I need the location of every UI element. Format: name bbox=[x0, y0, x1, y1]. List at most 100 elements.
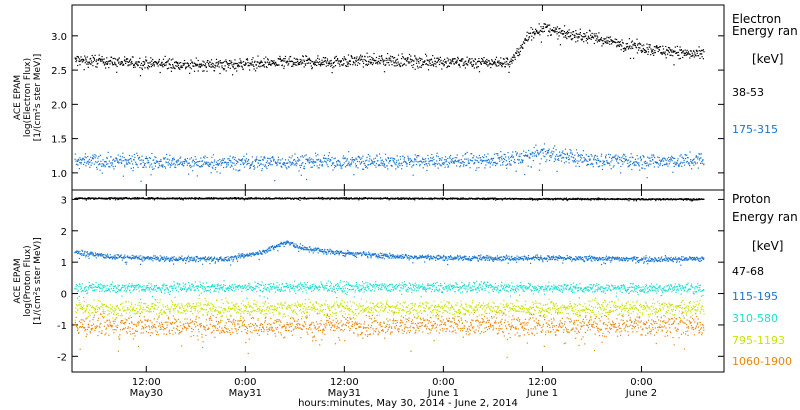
data-point bbox=[329, 159, 332, 161]
data-point bbox=[241, 197, 243, 199]
data-point bbox=[419, 160, 421, 162]
data-point bbox=[233, 197, 235, 199]
data-point bbox=[517, 54, 519, 57]
data-point bbox=[379, 164, 381, 166]
data-point bbox=[640, 160, 642, 162]
data-point bbox=[113, 168, 115, 170]
data-point bbox=[112, 64, 114, 66]
data-point bbox=[251, 198, 253, 200]
data-point bbox=[443, 162, 445, 164]
data-point bbox=[666, 49, 668, 51]
data-point bbox=[127, 58, 129, 60]
data-point bbox=[366, 197, 368, 199]
data-point bbox=[176, 160, 178, 162]
data-point bbox=[333, 66, 335, 68]
data-point bbox=[229, 257, 231, 259]
data-point bbox=[158, 259, 160, 261]
data-point bbox=[463, 64, 465, 66]
data-point bbox=[593, 198, 595, 200]
data-point bbox=[323, 154, 325, 156]
data-point bbox=[318, 58, 320, 60]
data-point bbox=[349, 165, 351, 167]
data-point bbox=[119, 255, 121, 257]
data-point bbox=[412, 164, 414, 167]
data-point bbox=[207, 163, 209, 165]
data-point bbox=[219, 258, 221, 260]
data-point bbox=[530, 198, 533, 200]
electron-y-axis-label: ACE EPAMlog(Electron Flux)[1/(cm²s ster … bbox=[13, 54, 43, 141]
data-point bbox=[457, 56, 459, 58]
data-point bbox=[242, 253, 244, 255]
data-point bbox=[313, 62, 315, 64]
electron-legend-title: [keV] bbox=[752, 52, 783, 66]
data-point bbox=[269, 197, 271, 199]
data-point bbox=[243, 64, 245, 66]
data-point bbox=[289, 56, 291, 58]
data-point bbox=[205, 162, 207, 164]
data-point bbox=[516, 52, 518, 54]
proton-legend-title: Energy ran bbox=[732, 210, 798, 224]
data-point bbox=[201, 165, 203, 167]
data-point bbox=[444, 58, 446, 60]
data-point bbox=[318, 158, 320, 160]
data-point bbox=[355, 58, 357, 60]
data-point bbox=[149, 61, 151, 63]
data-point bbox=[270, 160, 272, 162]
data-point bbox=[512, 198, 514, 200]
data-point bbox=[126, 61, 128, 63]
data-point bbox=[456, 59, 458, 61]
data-point bbox=[563, 197, 565, 199]
data-point bbox=[169, 154, 171, 156]
data-point bbox=[695, 49, 697, 51]
data-point bbox=[219, 172, 221, 174]
y-tick-label: 1 bbox=[61, 258, 67, 269]
data-point bbox=[469, 62, 471, 64]
data-point bbox=[422, 161, 425, 163]
data-point bbox=[639, 169, 641, 171]
data-point bbox=[234, 198, 236, 200]
data-point bbox=[256, 67, 258, 69]
data-point bbox=[610, 168, 612, 170]
data-point bbox=[668, 47, 671, 49]
data-point bbox=[487, 197, 489, 199]
data-point bbox=[204, 64, 206, 66]
data-point bbox=[177, 159, 179, 161]
data-point bbox=[671, 49, 673, 51]
data-point bbox=[657, 47, 659, 49]
data-point bbox=[151, 256, 153, 258]
data-point bbox=[631, 46, 633, 48]
data-point bbox=[325, 160, 327, 163]
data-point bbox=[578, 33, 580, 35]
data-point bbox=[670, 158, 672, 160]
data-point bbox=[664, 51, 666, 53]
data-point bbox=[164, 257, 166, 259]
data-point bbox=[232, 259, 235, 261]
data-point bbox=[348, 63, 350, 65]
data-point bbox=[500, 164, 502, 166]
data-point bbox=[542, 31, 544, 33]
data-point bbox=[126, 261, 128, 263]
data-point bbox=[461, 197, 463, 199]
data-point bbox=[324, 157, 327, 159]
data-point bbox=[255, 158, 257, 160]
data-point bbox=[156, 160, 158, 162]
data-point bbox=[512, 156, 514, 158]
data-point bbox=[327, 159, 329, 161]
data-point bbox=[646, 177, 648, 179]
data-point bbox=[622, 163, 624, 165]
data-point bbox=[451, 158, 453, 160]
data-point bbox=[447, 65, 449, 68]
data-point bbox=[250, 163, 252, 166]
data-point bbox=[382, 163, 384, 165]
data-point bbox=[342, 197, 344, 199]
data-point bbox=[607, 153, 610, 155]
data-point bbox=[556, 198, 558, 200]
data-point bbox=[558, 28, 560, 30]
data-point bbox=[535, 155, 538, 158]
data-point bbox=[635, 47, 638, 49]
data-point bbox=[681, 165, 683, 167]
data-point bbox=[531, 39, 533, 41]
data-point bbox=[135, 197, 137, 199]
data-point bbox=[187, 162, 190, 164]
data-point bbox=[108, 67, 110, 69]
